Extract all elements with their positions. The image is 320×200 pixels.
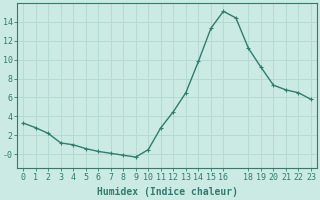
X-axis label: Humidex (Indice chaleur): Humidex (Indice chaleur)	[97, 187, 237, 197]
